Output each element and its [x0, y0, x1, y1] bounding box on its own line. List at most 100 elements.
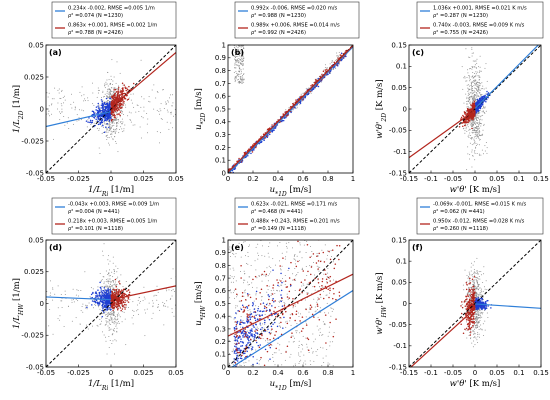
- gray-point: [152, 312, 154, 314]
- red-point: [113, 116, 116, 118]
- red-point: [116, 291, 118, 293]
- red-point: [472, 109, 474, 111]
- gray-point: [471, 144, 473, 146]
- gray-point: [61, 300, 63, 302]
- gray-point: [114, 132, 116, 134]
- gray-point: [234, 76, 236, 78]
- gray-point: [113, 269, 115, 271]
- gray-point: [467, 69, 469, 71]
- gray-point: [102, 92, 104, 94]
- gray-point: [106, 90, 108, 92]
- gray-point: [171, 104, 173, 106]
- gray-point: [92, 288, 94, 290]
- gray-point: [107, 312, 109, 314]
- blue-point: [98, 109, 101, 112]
- gray-point: [49, 292, 51, 294]
- red-point: [116, 103, 119, 106]
- gray-point: [68, 305, 70, 307]
- red-point: [462, 115, 465, 118]
- gray-point: [107, 96, 109, 98]
- red-point: [114, 115, 116, 117]
- gray-point: [471, 131, 473, 133]
- gray-point: [480, 88, 482, 90]
- gray-point: [239, 73, 241, 75]
- x-axis-label: w'θ' [K m/s]: [450, 185, 501, 195]
- red-point: [114, 88, 117, 91]
- gray-point: [87, 100, 89, 102]
- y-axis-label: u*2D [m/s]: [194, 88, 207, 130]
- panel-d: -0.05 -0.025 0 0.025 0.05-0.05-0.02500.0250.…: [12, 197, 184, 392]
- gray-point: [87, 328, 89, 330]
- red-point: [324, 69, 327, 71]
- gray-point: [96, 324, 98, 326]
- red-point: [113, 289, 116, 291]
- gray-point: [106, 321, 108, 323]
- gray-point: [105, 131, 107, 133]
- gray-point: [477, 114, 479, 116]
- gray-point: [472, 76, 474, 78]
- gray-point: [474, 159, 476, 161]
- gray-point: [103, 276, 105, 278]
- gray-point: [468, 93, 470, 95]
- blue-point: [91, 296, 93, 299]
- gray-point: [482, 105, 484, 107]
- gray-point: [63, 325, 65, 327]
- y-tick-label: 0.7: [215, 80, 226, 88]
- gray-point: [113, 319, 115, 321]
- gray-point: [238, 70, 240, 72]
- gray-point: [242, 52, 244, 54]
- gray-point: [476, 58, 478, 60]
- gray-point: [169, 298, 171, 300]
- gray-point: [52, 333, 54, 335]
- red-point: [466, 116, 469, 119]
- gray-point: [474, 64, 476, 66]
- red-point: [126, 87, 128, 89]
- gray-point: [114, 317, 116, 319]
- blue-point: [110, 117, 112, 120]
- blue-point: [87, 121, 89, 123]
- gray-point: [465, 110, 467, 112]
- gray-point: [479, 96, 481, 98]
- blue-point: [108, 120, 111, 122]
- gray-point: [102, 312, 104, 314]
- gray-point: [331, 61, 333, 63]
- red-point: [110, 103, 113, 105]
- gray-point: [116, 88, 118, 90]
- gray-point: [477, 136, 479, 138]
- gray-point: [113, 283, 115, 285]
- gray-point: [83, 100, 85, 102]
- gray-point: [238, 49, 240, 51]
- gray-point: [168, 289, 170, 291]
- gray-point: [240, 53, 242, 55]
- gray-point: [476, 89, 478, 90]
- red-point: [121, 82, 124, 84]
- blue-point: [104, 300, 106, 302]
- gray-point: [241, 80, 243, 82]
- y-tick-label: 0.025: [24, 73, 44, 81]
- gray-point: [470, 82, 472, 84]
- x-tick-label: 1: [351, 175, 355, 183]
- gray-point: [108, 329, 110, 331]
- gray-point: [105, 286, 107, 288]
- gray-point: [165, 101, 167, 103]
- red-point: [115, 306, 118, 309]
- gray-point: [239, 81, 241, 83]
- gray-point: [241, 63, 243, 65]
- gray-point: [233, 72, 235, 73]
- blue-point: [247, 154, 249, 157]
- gray-point: [95, 304, 97, 306]
- red-point: [132, 82, 135, 85]
- gray-point: [475, 67, 477, 69]
- gray-point: [163, 324, 165, 326]
- gray-point: [477, 75, 479, 77]
- gray-point: [475, 145, 477, 147]
- gray-point: [104, 314, 106, 316]
- blue-fit-line: [228, 46, 353, 173]
- gray-point: [112, 84, 114, 86]
- gray-point: [114, 130, 116, 132]
- gray-point: [470, 96, 472, 98]
- red-point: [111, 111, 114, 114]
- gray-point: [468, 97, 470, 99]
- gray-point: [138, 111, 140, 113]
- red-point: [118, 104, 120, 106]
